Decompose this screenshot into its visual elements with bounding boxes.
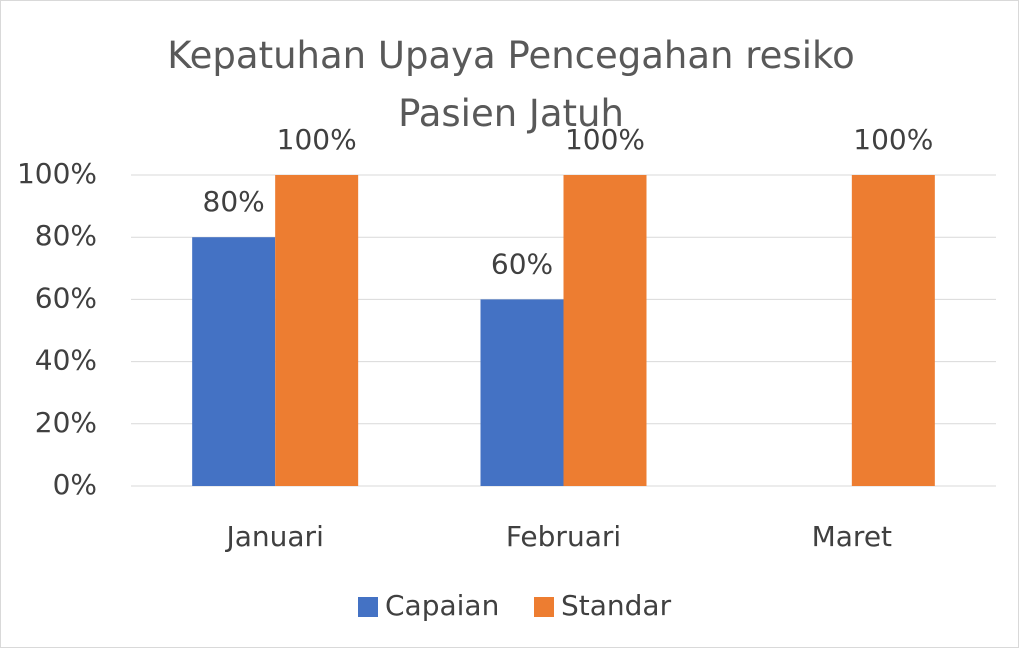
bar [480,299,564,486]
y-tick-label: 60% [35,281,97,314]
y-tick-label: 40% [35,344,97,377]
bar [851,175,935,486]
x-tick-label: Februari [506,520,621,553]
legend-label: Capaian [385,589,499,622]
bar [563,175,647,486]
data-label: 100% [565,123,645,156]
y-tick-label: 80% [35,219,97,252]
legend-swatch [358,597,378,617]
data-label: 80% [203,185,265,218]
y-tick-label: 100% [17,157,97,190]
x-tick-label: Januari [224,520,323,553]
y-tick-label: 20% [35,406,97,439]
x-tick-label: Maret [812,520,892,553]
data-label: 100% [853,123,933,156]
y-tick-label: 0% [53,468,97,501]
legend-swatch [534,597,554,617]
data-label: 100% [277,123,357,156]
legend-label: Standar [561,589,672,622]
bar [275,175,359,486]
data-label: 60% [491,247,553,280]
chart-title: Kepatuhan Upaya Pencegahan resiko Pasien… [167,34,855,135]
bar [192,237,276,486]
